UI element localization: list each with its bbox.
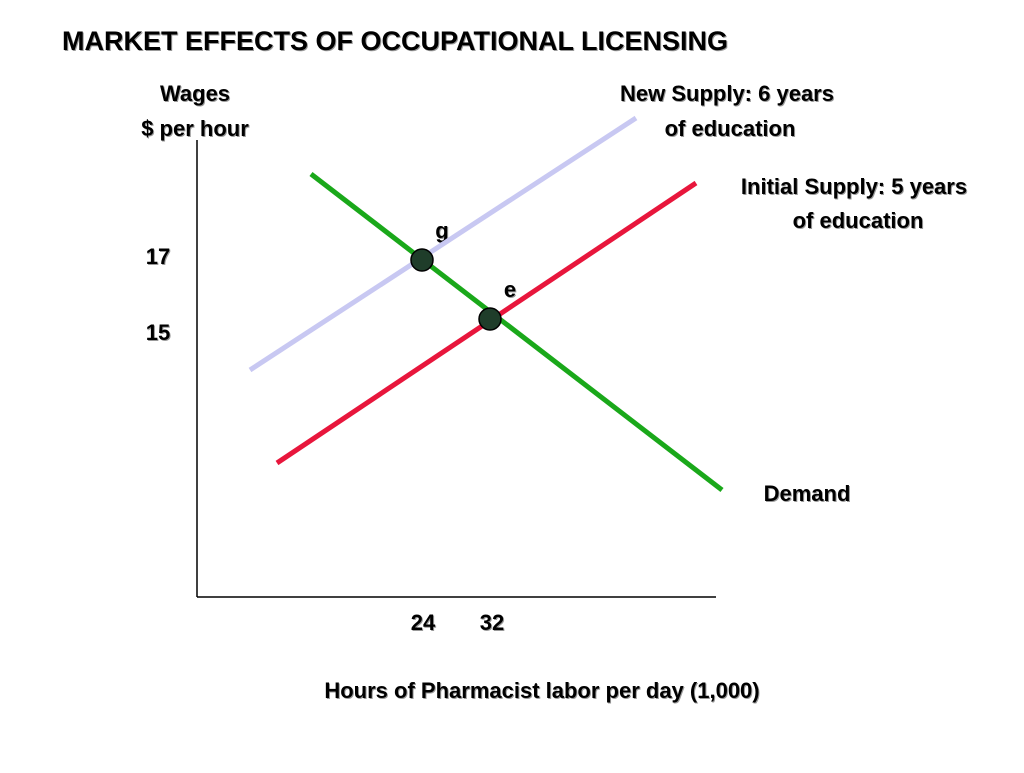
equilibrium-point xyxy=(478,307,502,331)
y-axis-label: $ per hour xyxy=(141,116,249,141)
title: MARKET EFFECTS OF OCCUPATIONAL LICENSING xyxy=(62,26,728,56)
text-group: MARKET EFFECTS OF OCCUPATIONAL LICENSING… xyxy=(62,26,967,703)
point-label: e xyxy=(504,277,516,302)
x-tick-label: 32 xyxy=(480,610,504,635)
curve-label: Demand xyxy=(764,481,851,506)
y-axis-label: Wages xyxy=(160,81,230,106)
x-tick-label: 24 xyxy=(411,610,436,635)
curve-label: of education xyxy=(793,208,924,233)
y-tick-label: 17 xyxy=(146,244,170,269)
demand-curve xyxy=(309,172,724,492)
x-axis-label: Hours of Pharmacist labor per day (1,000… xyxy=(324,678,759,703)
curve-label: New Supply: 6 years xyxy=(620,81,834,106)
equilibrium-point xyxy=(410,248,434,272)
y-tick-label: 15 xyxy=(146,320,170,345)
curve-label: of education xyxy=(665,116,796,141)
curve-label: Initial Supply: 5 years xyxy=(741,174,967,199)
new-supply-curve xyxy=(248,115,638,373)
point-label: g xyxy=(435,218,448,243)
